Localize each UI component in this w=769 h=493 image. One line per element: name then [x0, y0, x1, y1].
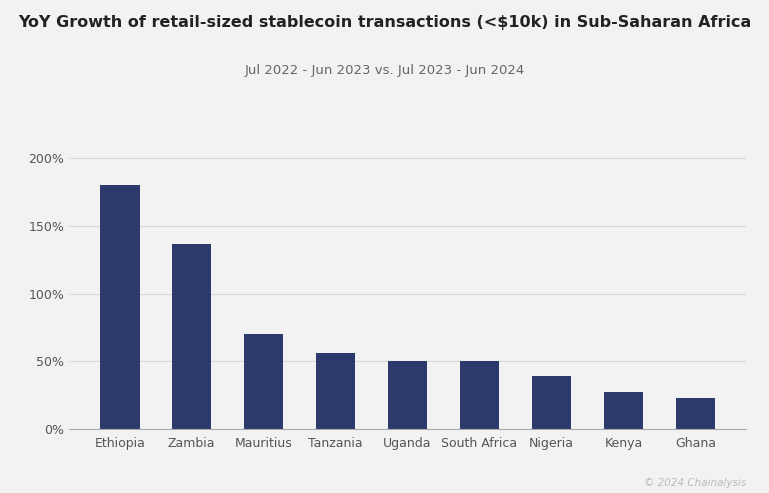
Bar: [316, 353, 355, 429]
Bar: [100, 185, 139, 429]
Bar: [388, 361, 428, 429]
Bar: [531, 376, 571, 429]
Bar: [244, 334, 284, 429]
Bar: [460, 361, 499, 429]
Bar: [172, 244, 211, 429]
Text: © 2024 Chainalysis: © 2024 Chainalysis: [644, 478, 746, 488]
Text: Jul 2022 - Jun 2023 vs. Jul 2023 - Jun 2024: Jul 2022 - Jun 2023 vs. Jul 2023 - Jun 2…: [245, 64, 524, 77]
Bar: [604, 392, 643, 429]
Text: YoY Growth of retail-sized stablecoin transactions (<$10k) in Sub-Saharan Africa: YoY Growth of retail-sized stablecoin tr…: [18, 15, 751, 30]
Bar: [676, 398, 715, 429]
